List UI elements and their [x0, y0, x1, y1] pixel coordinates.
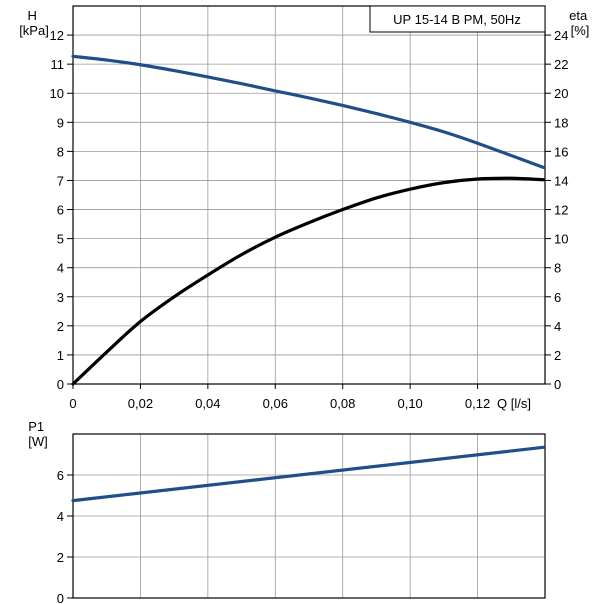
- left-tick-label: 8: [57, 144, 64, 159]
- left-tick-label: 12: [50, 28, 64, 43]
- x-axis-label: Q [l/s]: [497, 396, 531, 411]
- left-tick-label: 3: [57, 290, 64, 305]
- right-tick-label: 12: [554, 203, 568, 218]
- bottom-left-tick-label: 2: [57, 550, 64, 565]
- bottom-left-tick-label: 6: [57, 468, 64, 483]
- right-tick-label: 24: [554, 28, 568, 43]
- right-tick-label: 4: [554, 319, 561, 334]
- left-tick-label: 6: [57, 203, 64, 218]
- bottom-y-axis-label: P1 [W]: [28, 419, 48, 449]
- x-tick-label: 0,02: [128, 396, 153, 411]
- top-y2-axis-label: eta [%]: [569, 8, 591, 38]
- top-x-axis-ticks: 0 0,02 0,04 0,06 0,08 0,10 0,12: [69, 384, 490, 411]
- left-tick-label: 5: [57, 232, 64, 247]
- left-tick-label: 1: [57, 348, 64, 363]
- bottom-left-tick-label: 4: [57, 509, 64, 524]
- top-y-axis-label: H [kPa]: [19, 8, 49, 38]
- left-tick-label: 2: [57, 319, 64, 334]
- bottom-chart-series: [71, 445, 545, 503]
- top-chart-grid: [73, 6, 545, 384]
- chart-title: UP 15-14 B PM, 50Hz: [393, 12, 521, 27]
- bottom-chart-grid: [73, 434, 545, 598]
- right-tick-label: 14: [554, 173, 568, 188]
- x-tick-label: 0,08: [330, 396, 355, 411]
- right-tick-label: 20: [554, 86, 568, 101]
- x-tick-label: 0,06: [263, 396, 288, 411]
- head-curve: [71, 54, 545, 169]
- right-tick-label: 10: [554, 232, 568, 247]
- left-tick-label: 4: [57, 261, 64, 276]
- left-tick-label: 7: [57, 173, 64, 188]
- right-tick-label: 16: [554, 144, 568, 159]
- right-tick-label: 0: [554, 377, 561, 392]
- right-tick-label: 6: [554, 290, 561, 305]
- top-chart-series: [71, 54, 545, 386]
- left-tick-label: 0: [57, 377, 64, 392]
- x-tick-label: 0,10: [397, 396, 422, 411]
- left-tick-label: 10: [50, 86, 64, 101]
- x-tick-label: 0: [69, 396, 76, 411]
- right-tick-label: 18: [554, 115, 568, 130]
- right-tick-label: 22: [554, 57, 568, 72]
- left-tick-label: 11: [51, 57, 65, 72]
- top-plot-frame: [72, 5, 546, 385]
- efficiency-curve: [71, 176, 545, 386]
- chart-title-box: [369, 5, 546, 33]
- right-tick-label: 8: [554, 261, 561, 276]
- power-curve: [71, 445, 545, 503]
- left-tick-label: 9: [57, 115, 64, 130]
- bottom-left-tick-label: 0: [57, 591, 64, 604]
- bottom-left-axis-ticks: 0 2 4 6: [57, 468, 73, 604]
- x-tick-label: 0,04: [195, 396, 220, 411]
- right-tick-label: 2: [554, 348, 561, 363]
- x-tick-label: 0,12: [465, 396, 490, 411]
